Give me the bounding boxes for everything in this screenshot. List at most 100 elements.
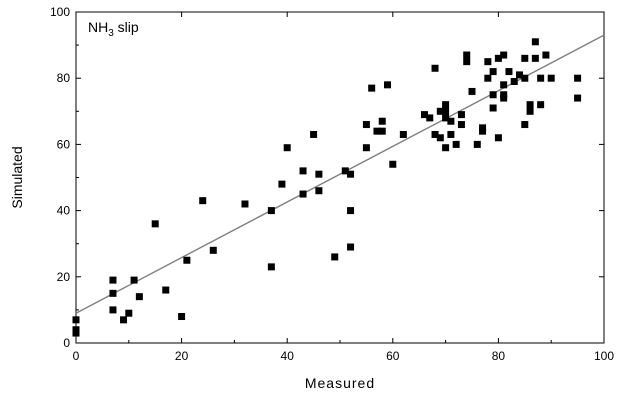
data-point: [510, 78, 518, 86]
data-point: [537, 101, 545, 109]
data-point: [500, 51, 508, 59]
data-point: [109, 306, 117, 314]
data-point: [442, 114, 450, 122]
data-point: [484, 74, 492, 82]
data-point: [447, 117, 455, 125]
data-point: [494, 134, 502, 142]
data-point: [426, 114, 434, 122]
data-point: [526, 101, 534, 109]
data-point: [178, 313, 186, 321]
data-point: [468, 87, 476, 95]
chart-annotation: NH3 slip: [88, 19, 139, 39]
data-point: [362, 121, 370, 129]
data-point: [151, 220, 159, 228]
data-point: [109, 289, 117, 297]
x-tick-label: 60: [386, 349, 400, 363]
x-tick-label: 40: [281, 349, 295, 363]
data-point: [457, 111, 465, 119]
data-point: [368, 84, 376, 92]
data-point: [521, 121, 529, 129]
data-point: [479, 124, 487, 132]
data-points: [72, 38, 582, 337]
data-point: [489, 91, 497, 99]
data-point: [420, 111, 428, 119]
data-point: [72, 316, 80, 324]
annotation-main: NH: [88, 19, 108, 35]
data-point: [436, 134, 444, 142]
x-tick-label: 100: [594, 349, 614, 363]
data-point: [72, 329, 80, 337]
data-point: [463, 58, 471, 66]
data-point: [442, 101, 450, 109]
data-point: [299, 190, 307, 198]
data-point: [310, 130, 318, 138]
data-point: [267, 263, 275, 271]
data-point: [362, 144, 370, 152]
x-tick-label: 0: [73, 349, 80, 363]
y-tick-label: 100: [50, 5, 70, 19]
data-point: [209, 246, 217, 254]
data-point: [442, 144, 450, 152]
data-point: [378, 117, 386, 125]
data-point: [447, 130, 455, 138]
data-point: [531, 54, 539, 62]
data-point: [547, 74, 555, 82]
data-point: [574, 74, 582, 82]
data-point: [494, 54, 502, 62]
data-point: [537, 74, 545, 82]
data-point: [516, 71, 524, 79]
y-axis-ticks: 0 20 40 60 80 100: [50, 5, 604, 350]
y-tick-label: 40: [57, 204, 71, 218]
data-point: [442, 107, 450, 115]
x-tick-label: 20: [175, 349, 189, 363]
data-point: [278, 180, 286, 188]
data-point: [473, 140, 481, 148]
data-point: [384, 81, 392, 89]
data-point: [199, 197, 207, 205]
y-tick-label: 60: [57, 137, 71, 151]
annotation-subscript: 3: [108, 28, 114, 39]
data-point: [463, 51, 471, 59]
data-point: [500, 81, 508, 89]
y-axis-title: Simulated: [9, 146, 25, 208]
annotation-rest: slip: [114, 19, 139, 35]
data-point: [531, 38, 539, 46]
data-point: [452, 140, 460, 148]
x-tick-label: 80: [492, 349, 506, 363]
data-point: [526, 107, 534, 115]
data-point: [457, 121, 465, 129]
data-point: [120, 316, 128, 324]
x-axis-title: Measured: [305, 375, 375, 391]
data-point: [542, 51, 550, 59]
y-tick-label: 20: [57, 270, 71, 284]
data-point: [505, 68, 513, 76]
y-tick-label: 80: [57, 71, 71, 85]
data-point: [347, 243, 355, 251]
data-point: [347, 170, 355, 178]
data-point: [431, 130, 439, 138]
data-point: [341, 167, 349, 175]
data-point: [315, 187, 323, 195]
data-point: [130, 276, 138, 284]
data-point: [489, 104, 497, 112]
data-point: [135, 293, 143, 301]
data-point: [436, 107, 444, 115]
data-point: [183, 256, 191, 264]
data-point: [431, 64, 439, 72]
data-point: [299, 167, 307, 175]
data-point: [125, 309, 133, 317]
data-point: [389, 160, 397, 168]
data-point: [399, 130, 407, 138]
data-point: [373, 127, 381, 135]
data-point: [283, 144, 291, 152]
data-point: [331, 253, 339, 261]
data-point: [267, 207, 275, 215]
data-point: [521, 54, 529, 62]
data-point: [500, 91, 508, 99]
data-point: [162, 286, 170, 294]
data-point: [521, 74, 529, 82]
data-point: [378, 127, 386, 135]
data-point: [347, 207, 355, 215]
data-point: [109, 276, 117, 284]
